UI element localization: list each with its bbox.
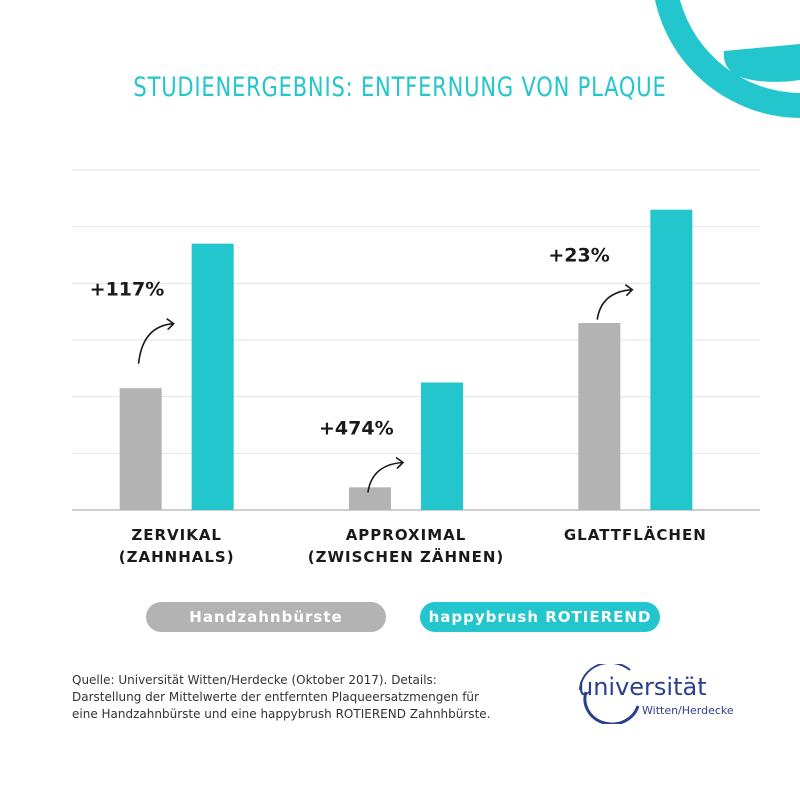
bar-handzahnbuerste (578, 323, 621, 510)
source-line-2: Darstellung der Mittelwerte der entfernt… (72, 690, 479, 704)
category-label: APPROXIMAL (346, 526, 467, 544)
bar-chart: +117% +474% +23% ZERVIKAL (ZAHNHALS) APPROXI… (72, 169, 760, 566)
increase-arrow-icon (367, 461, 404, 493)
universitaet-witten-herdecke-logo: universität Witten/Herdecke (578, 664, 734, 724)
arrow-head-icon (166, 318, 175, 331)
category-label: (ZWISCHEN ZÄHNEN) (308, 547, 505, 566)
legend-handzahnbuerste: Handzahnbürste (146, 602, 386, 632)
bar-handzahnbuerste (119, 388, 162, 510)
bar-happybrush (191, 243, 234, 510)
source-line-3: eine Handzahnbürste und eine happybrush … (72, 707, 491, 721)
category-label: ZERVIKAL (131, 526, 222, 544)
logo-subtitle: Witten/Herdecke (642, 704, 734, 717)
increase-label: +474% (319, 418, 394, 440)
arrow-head-icon (395, 456, 405, 470)
increase-label: +117% (90, 279, 165, 301)
bar-happybrush (650, 209, 693, 510)
logo-name: universität (578, 673, 707, 701)
chart-title: STUDIENERGEBNIS: ENTFERNUNG VON PLAQUE (133, 72, 667, 103)
category-label: (ZAHNHALS) (119, 548, 235, 566)
arrow-head-icon (624, 284, 634, 297)
legend-happybrush-rotierend: happybrush ROTIEREND (420, 602, 660, 632)
source-line-1: Quelle: Universität Witten/Herdecke (Okt… (72, 673, 437, 687)
increase-label: +23% (548, 245, 609, 267)
source-note: Quelle: Universität Witten/Herdecke (Okt… (72, 672, 572, 723)
increase-arrow-icon (137, 322, 174, 364)
category-label: GLATTFLÄCHEN (564, 525, 707, 544)
bar-happybrush (421, 382, 463, 510)
increase-arrow-icon (596, 288, 633, 320)
bar-handzahnbuerste (349, 487, 391, 510)
